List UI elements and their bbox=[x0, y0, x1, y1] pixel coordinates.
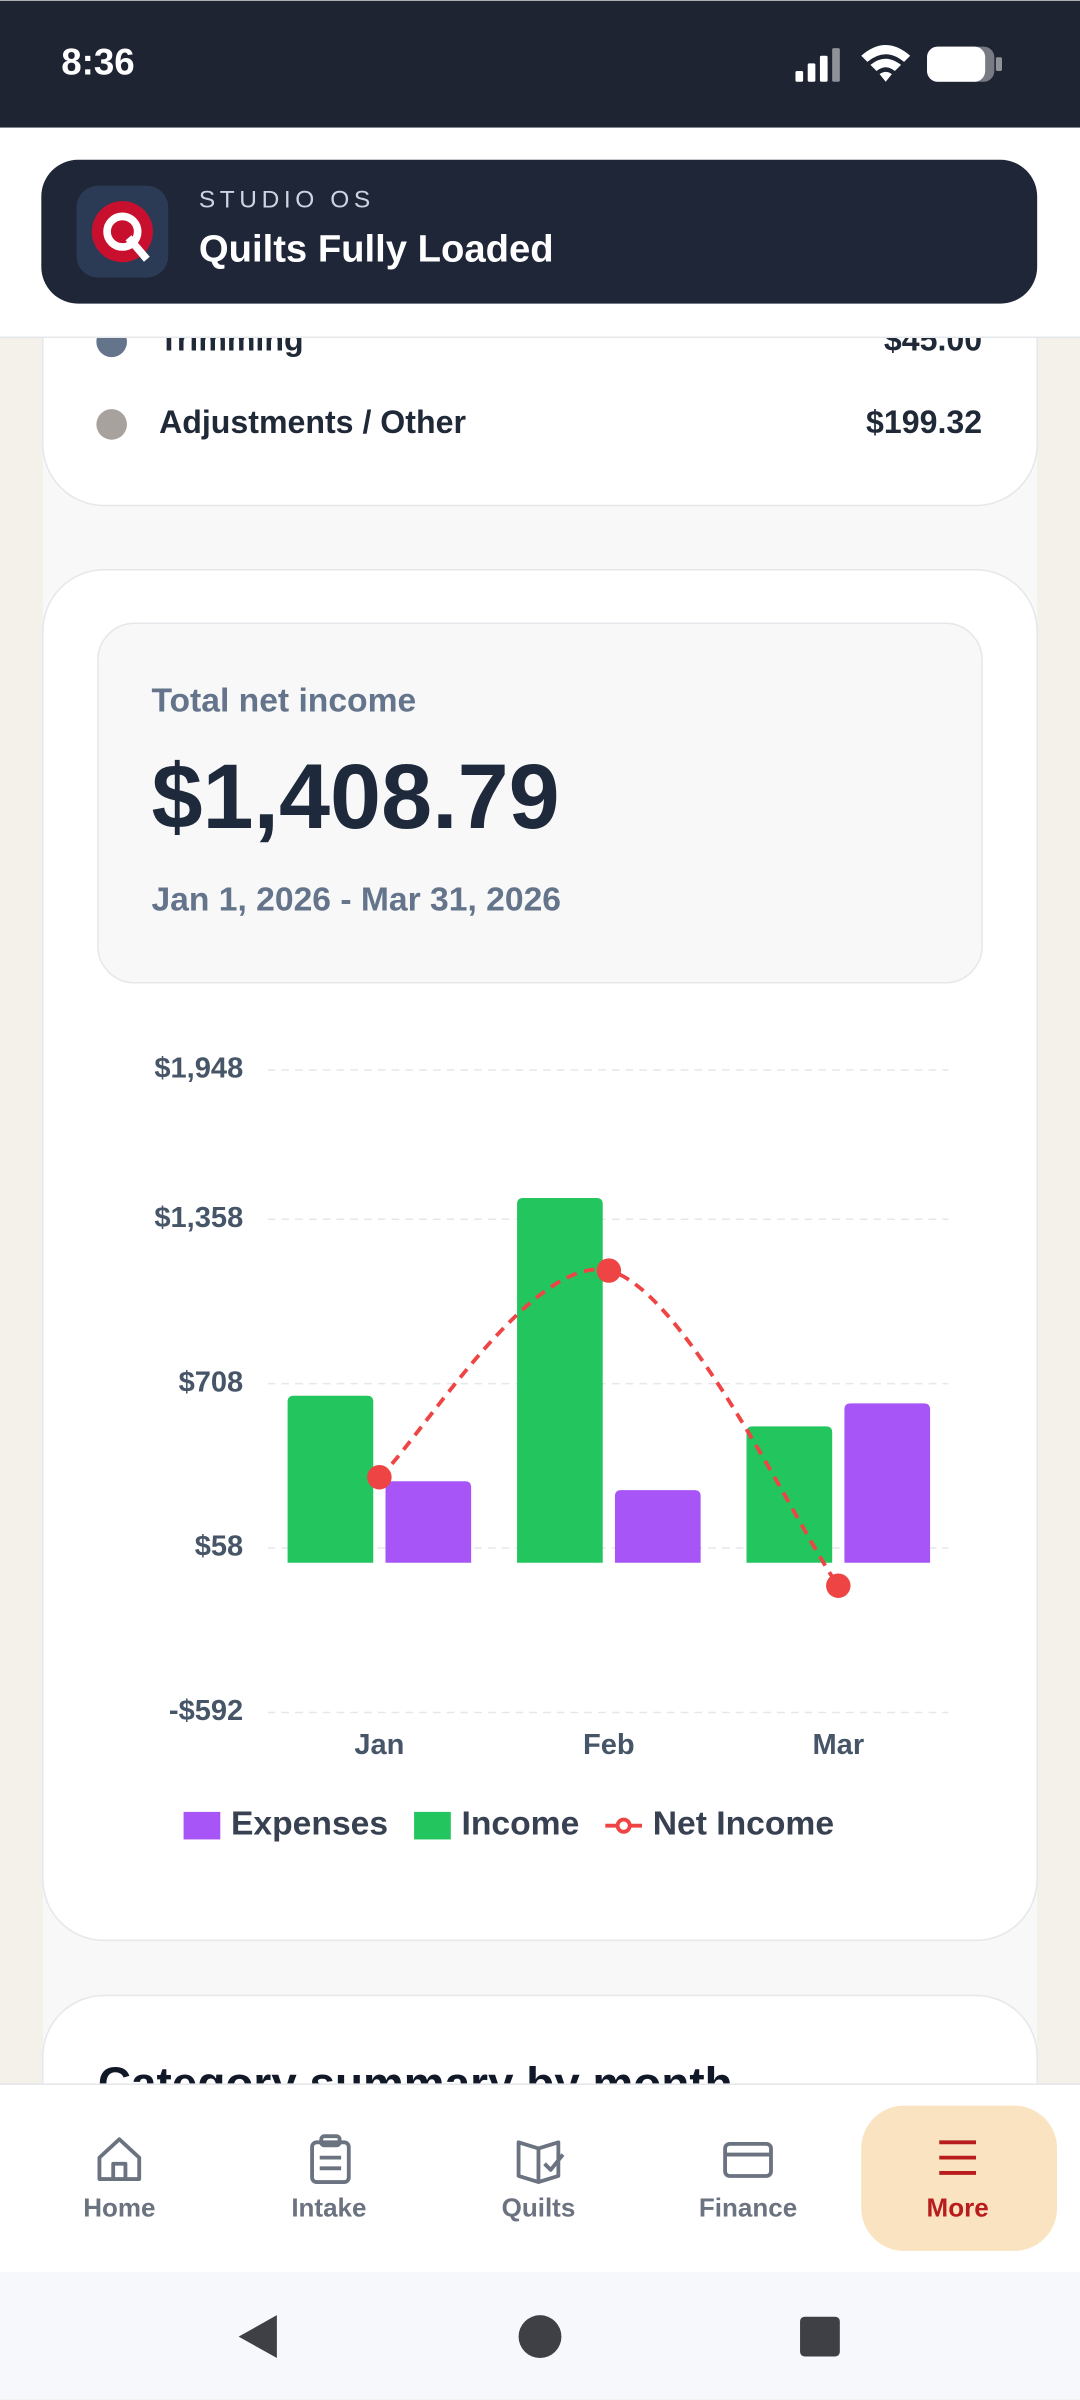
legend-swatch bbox=[414, 1811, 451, 1840]
x-tick-label: Jan bbox=[354, 1729, 404, 1761]
net-point bbox=[367, 1464, 392, 1490]
bar bbox=[746, 1426, 833, 1563]
legend-dot bbox=[96, 337, 127, 358]
nav-labels: Home Intake Quilts Finance More bbox=[83, 2193, 988, 2223]
chart: -$592 $58 $708 $1,358 $1,948 Jan Feb Mar Expense… bbox=[154, 1053, 949, 1843]
home-button[interactable] bbox=[518, 2315, 562, 2359]
status-icons bbox=[795, 45, 1002, 82]
item-label: Adjustments / Other bbox=[159, 404, 466, 440]
summary-label: Total net income bbox=[151, 683, 416, 720]
bar bbox=[385, 1481, 472, 1563]
legend-label: Net Income bbox=[653, 1806, 834, 1843]
nav-label[interactable]: Intake bbox=[291, 2193, 366, 2223]
breakdown-card bbox=[42, 337, 1038, 507]
scroll-content: Trimming $45.00 Adjustments / Other $199… bbox=[42, 321, 1038, 2109]
brand: STUDIO OS bbox=[199, 187, 375, 214]
net-point bbox=[826, 1573, 851, 1598]
item-label: Trimming bbox=[159, 321, 304, 357]
summary-range: Jan 1, 2026 - Mar 31, 2026 bbox=[151, 882, 561, 919]
app-title: Quilts Fully Loaded bbox=[199, 228, 554, 271]
status-bar bbox=[0, 0, 1080, 128]
item-amount: $199.32 bbox=[866, 404, 982, 440]
bar bbox=[287, 1395, 374, 1563]
nav-label[interactable]: Quilts bbox=[502, 2193, 576, 2223]
net-point bbox=[596, 1258, 622, 1283]
y-tick-label: -$592 bbox=[169, 1695, 243, 1727]
bar bbox=[844, 1403, 931, 1563]
recents-button[interactable] bbox=[800, 2316, 840, 2357]
legend-dot bbox=[96, 409, 127, 440]
nav-active-bg bbox=[861, 2105, 1058, 2251]
bar bbox=[517, 1197, 603, 1563]
x-tick-label: Feb bbox=[583, 1729, 635, 1761]
bar bbox=[614, 1490, 701, 1563]
section-title: Category summary by month bbox=[98, 2057, 733, 2109]
legend-label: Expenses bbox=[231, 1806, 388, 1843]
header-card[interactable] bbox=[41, 159, 1038, 304]
summary-box bbox=[97, 622, 983, 984]
nav-icons bbox=[97, 2134, 976, 2185]
nav-label[interactable]: Finance bbox=[699, 2193, 797, 2223]
logo-tail bbox=[125, 235, 150, 262]
category-card bbox=[42, 1994, 1038, 2085]
logo-q bbox=[103, 212, 142, 251]
y-tick-label: $1,358 bbox=[154, 1202, 243, 1234]
y-tick-label: $708 bbox=[179, 1366, 244, 1398]
y-tick-label: $1,948 bbox=[154, 1053, 243, 1085]
nav-label[interactable]: More bbox=[927, 2193, 989, 2223]
legend-swatch bbox=[183, 1811, 221, 1840]
x-tick-label: Mar bbox=[812, 1729, 864, 1761]
summary-amount: $1,408.79 bbox=[151, 746, 559, 848]
item-amount: $45.00 bbox=[884, 321, 982, 357]
back-button[interactable] bbox=[238, 2315, 277, 2359]
status-time: 8:36 bbox=[61, 42, 134, 83]
legend-label: Income bbox=[462, 1806, 580, 1843]
legend-marker bbox=[615, 1817, 632, 1834]
y-tick-label: $58 bbox=[195, 1531, 243, 1563]
nav-label[interactable]: Home bbox=[83, 2193, 155, 2223]
